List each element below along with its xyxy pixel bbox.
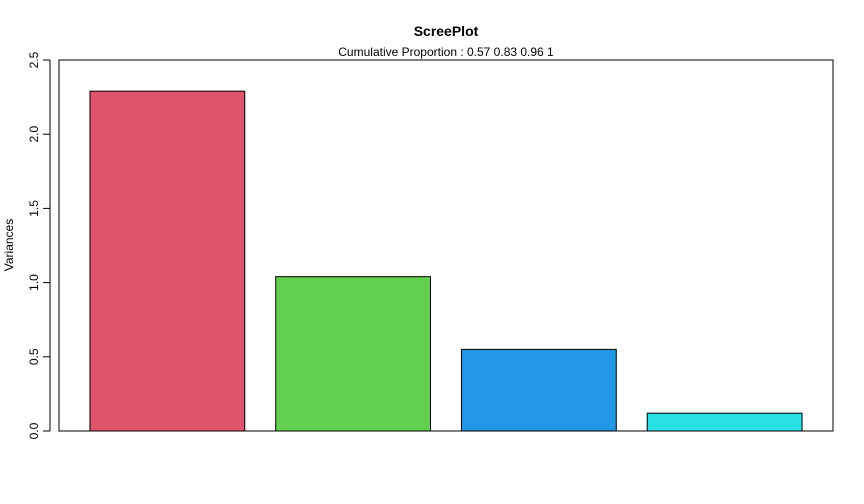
bar-pc1	[89, 90, 246, 432]
y-tick-label: 0.0	[27, 422, 41, 439]
bar-pc4	[646, 412, 803, 432]
chart-title: ScreePlot	[414, 23, 479, 39]
plot-box	[58, 59, 834, 432]
y-tick-label: 0.5	[27, 348, 41, 365]
y-tick-label: 1.0	[27, 274, 41, 291]
chart-subtitle: Cumulative Proportion : 0.57 0.83 0.96 1	[338, 45, 554, 59]
bar-pc3	[460, 348, 617, 432]
bar-pc2	[275, 276, 432, 432]
y-axis-label: Variances	[2, 219, 16, 271]
bars-group	[89, 90, 803, 432]
y-tick-label: 1.5	[27, 200, 41, 217]
y-axis: 0.0 0.5 1.0 1.5 2.0 2.5	[27, 51, 51, 439]
y-tick-label: 2.0	[27, 126, 41, 143]
y-tick-label: 2.5	[27, 51, 41, 68]
